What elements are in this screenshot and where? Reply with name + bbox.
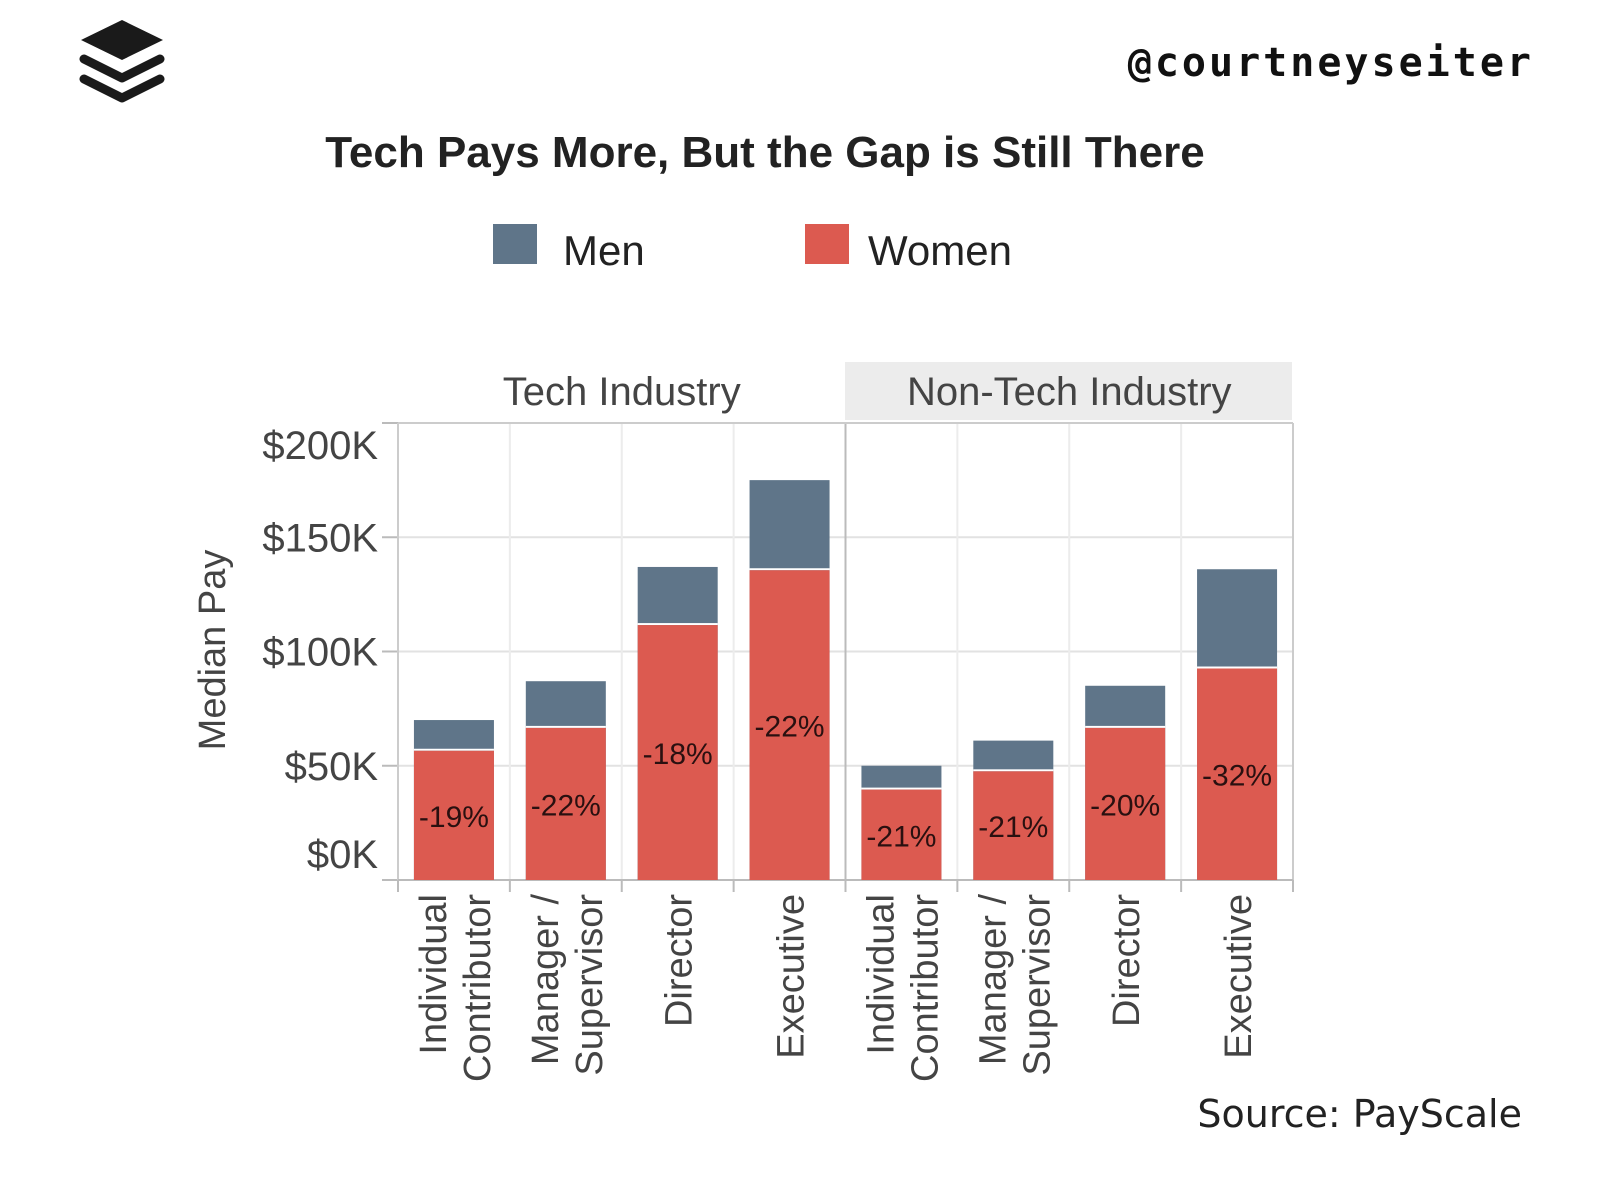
- gap-label: -19%: [419, 801, 489, 834]
- source-note: Source: PayScale: [1197, 1092, 1522, 1136]
- bar-women: [973, 771, 1054, 880]
- bar-women: [525, 727, 606, 880]
- x-tick-label: Manager /: [525, 894, 567, 1066]
- x-tick-label: Supervisor: [569, 894, 611, 1076]
- buffer-logo-icon: [79, 20, 165, 103]
- bar-separator: [525, 725, 606, 728]
- y-tick-label: $100K: [262, 631, 378, 675]
- legend-swatch-men: [493, 224, 537, 264]
- chart-title: Tech Pays More, But the Gap is Still The…: [325, 128, 1205, 177]
- x-tick-label: Supervisor: [1016, 894, 1058, 1076]
- legend-swatch-women: [805, 224, 849, 264]
- gap-label: -20%: [1090, 789, 1160, 822]
- legend-label-men: Men: [563, 227, 645, 274]
- y-tick-label: $50K: [285, 745, 379, 789]
- y-tick-label: $150K: [262, 516, 378, 560]
- bar-separator: [413, 748, 494, 751]
- author-handle: @courtneyseiter: [1127, 40, 1534, 86]
- gap-label: -21%: [978, 811, 1048, 844]
- gap-label: -22%: [755, 711, 825, 744]
- gap-label: -32%: [1202, 760, 1272, 793]
- bar-separator: [861, 787, 942, 790]
- x-tick-label: Executive: [1218, 894, 1260, 1059]
- bar-separator: [1197, 666, 1278, 669]
- gap-label: -18%: [643, 738, 713, 771]
- bar-women: [749, 570, 830, 880]
- panel-header-bg-nontech: [845, 362, 1292, 420]
- x-tick-label: Manager /: [972, 894, 1014, 1066]
- bar-separator: [973, 769, 1054, 772]
- legend-label-women: Women: [868, 227, 1012, 274]
- bar-separator: [749, 568, 830, 571]
- bar-women: [637, 625, 718, 880]
- panel-header: Tech Industry: [503, 370, 741, 414]
- y-axis-label: Median Pay: [192, 550, 234, 751]
- x-tick-label: Director: [659, 894, 701, 1027]
- bar-women: [413, 750, 494, 880]
- y-tick-label: $200K: [262, 424, 378, 468]
- x-tick-label: Executive: [771, 894, 813, 1059]
- gap-label: -22%: [531, 789, 601, 822]
- panel-header: Non-Tech Industry: [907, 370, 1232, 414]
- x-tick-label: Individual: [860, 894, 902, 1055]
- bar-separator: [1085, 725, 1166, 728]
- bar-women: [861, 789, 942, 880]
- x-tick-label: Individual: [413, 894, 455, 1055]
- bar-women: [1197, 668, 1278, 880]
- x-tick-label: Director: [1106, 894, 1148, 1027]
- bar-separator: [637, 623, 718, 626]
- y-tick-label: $0K: [307, 833, 378, 877]
- x-tick-label: Contributor: [457, 894, 499, 1082]
- gap-label: -21%: [866, 820, 936, 853]
- x-tick-label: Contributor: [904, 894, 946, 1082]
- bar-women: [1085, 727, 1166, 880]
